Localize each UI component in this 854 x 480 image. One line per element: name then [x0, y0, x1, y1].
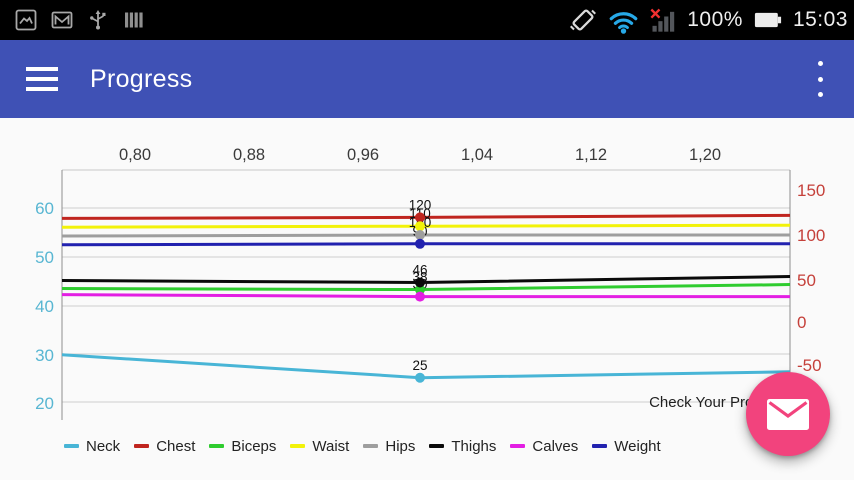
point-dot-weight: [415, 238, 425, 249]
x-axis-tick: 1,04: [461, 146, 493, 164]
progress-line-chart[interactable]: 0,80 0,88 0,96 1,04 1,12 1,20 60 50 40 30 20 150 100…: [0, 118, 854, 480]
vibration-icon: [570, 9, 597, 31]
legend-marker: [209, 444, 225, 448]
wifi-icon: [609, 11, 638, 34]
right-axis-tick: 50: [797, 271, 816, 290]
series-line-weight: [61, 242, 790, 247]
legend-item-weight: Weight: [592, 437, 661, 455]
email-icon: [767, 398, 809, 430]
point-dot-biceps: [415, 284, 425, 295]
point-dot-calves: [415, 291, 425, 302]
left-axis-tick: 60: [35, 199, 54, 218]
point-dot-waist: [415, 221, 425, 232]
right-axis-tick: 0: [797, 313, 806, 332]
clock: 15:03: [792, 8, 848, 31]
page-title: Progress: [90, 64, 193, 93]
x-axis-tick: 0,96: [347, 146, 379, 164]
legend-marker: [134, 444, 150, 448]
x-axis-tick: 0,88: [233, 146, 265, 164]
battery-percent: 100%: [687, 8, 743, 31]
legend-item-chest: Chest: [134, 438, 195, 455]
legend-label: Weight: [614, 437, 661, 455]
screenshot-icon: [15, 9, 37, 31]
x-axis-tick: 1,20: [689, 146, 721, 164]
usb-icon: [90, 10, 106, 30]
content-area: [0, 118, 854, 480]
left-axis-tick: 30: [35, 346, 54, 365]
right-axis-tick: -50: [797, 356, 822, 375]
legend-label: Thighs: [451, 437, 497, 455]
legend-label: Calves: [532, 437, 579, 455]
point-label-chest: 120: [409, 197, 432, 212]
point-label-neck: 25: [412, 358, 427, 373]
legend-marker: [592, 444, 608, 448]
legend-item-thighs: Thighs: [429, 438, 496, 455]
left-axis-tick: 40: [35, 297, 54, 316]
legend-label: Hips: [385, 437, 416, 455]
legend-marker: [510, 444, 526, 448]
legend-item-neck: Neck: [64, 438, 120, 455]
point-dot-chest: [415, 212, 425, 223]
legend-marker: [290, 444, 306, 448]
app-bar: Progress: [0, 40, 854, 118]
left-axis-tick: 20: [35, 394, 54, 413]
email-fab-button[interactable]: [746, 372, 830, 456]
legend-item-calves: Calves: [510, 438, 578, 455]
legend-label: Biceps: [231, 437, 277, 455]
right-axis-tick: 100: [797, 226, 825, 245]
left-axis-tick: 50: [35, 248, 54, 267]
series-line-calves: [61, 293, 790, 299]
point-label-thighs: 46: [412, 263, 427, 278]
cell-signal-no-service-icon: [650, 8, 675, 32]
gmail-icon: [51, 11, 73, 29]
legend-label: Chest: [156, 437, 196, 455]
point-dot-thighs: [415, 277, 425, 288]
sim-bars-icon: [125, 12, 143, 28]
overflow-menu-icon[interactable]: [810, 61, 830, 97]
legend-label: Waist: [312, 437, 350, 455]
battery-icon: [754, 12, 782, 28]
legend-item-waist: Waist: [290, 438, 349, 455]
point-dot-neck: [415, 372, 425, 383]
right-axis-tick: 150: [797, 181, 825, 200]
legend-item-biceps: Biceps: [209, 438, 276, 455]
x-axis-tick: 1,12: [575, 146, 607, 164]
legend-marker: [64, 444, 79, 448]
menu-icon[interactable]: [26, 67, 58, 91]
legend-marker: [363, 444, 379, 448]
status-bar: 100% 15:03: [0, 0, 854, 40]
point-dot-hips: [415, 230, 425, 240]
legend-label: Neck: [86, 437, 121, 455]
legend-item-hips: Hips: [363, 438, 415, 455]
chart-legend: Neck Chest Biceps Waist Hips Thighs Calves Weig…: [64, 436, 675, 456]
x-axis-tick: 0,80: [119, 146, 151, 164]
legend-marker: [429, 444, 445, 448]
